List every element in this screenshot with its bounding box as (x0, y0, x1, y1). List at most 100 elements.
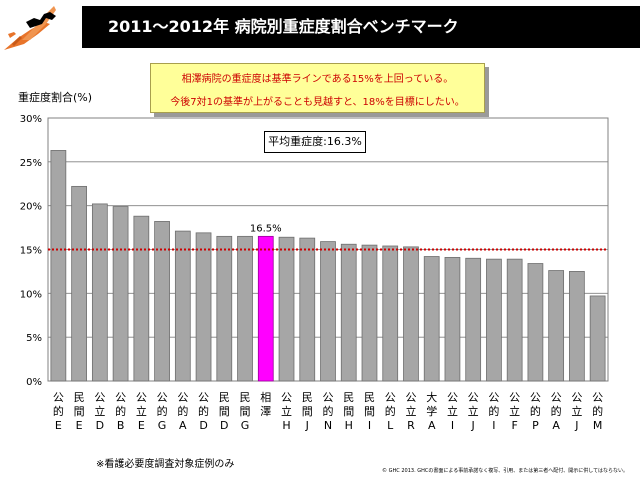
category-label: 的 (53, 404, 64, 418)
category-label: P (532, 419, 539, 432)
bar (71, 185, 87, 382)
category-label: 間 (74, 405, 85, 418)
header: 2011～2012年 病院別重症度割合ベンチマーク (0, 0, 640, 54)
category-label: G (241, 419, 250, 432)
category-label: B (117, 419, 125, 432)
bar (589, 295, 606, 382)
category-label: 的 (115, 404, 126, 418)
bar (278, 236, 295, 382)
bar (320, 241, 336, 382)
annotation-box: 相澤病院の重症度は基準ラインである15%を上回っている。 今後7対1の基準が上が… (150, 63, 485, 113)
bar (91, 203, 108, 382)
category-label: 公 (551, 391, 562, 404)
category-label: 立 (509, 404, 520, 418)
bar (423, 256, 440, 382)
category-label: A (179, 419, 187, 432)
bar (403, 246, 419, 382)
bar (527, 263, 544, 382)
category-label: E (138, 419, 145, 432)
category-label: M (593, 419, 603, 432)
y-tick-label: 20% (20, 202, 42, 213)
category-label: G (158, 419, 167, 432)
bar (569, 271, 585, 382)
category-label: D (96, 419, 104, 432)
category-label: 間 (240, 405, 251, 418)
category-label: 公 (136, 391, 147, 404)
category-label: 民 (302, 391, 313, 404)
category-label: 大 (426, 390, 437, 404)
category-label: 的 (177, 404, 188, 418)
category-label: J (574, 419, 578, 432)
page-title: 2011～2012年 病院別重症度割合ベンチマーク (108, 17, 459, 36)
category-label: D (199, 419, 207, 432)
category-label: 公 (323, 391, 334, 404)
category-label: 公 (571, 391, 582, 404)
category-label: 公 (94, 391, 105, 404)
category-label: H (345, 419, 353, 432)
category-label: 公 (198, 391, 209, 404)
copyright-notice: © GHC 2013. GHCの書面による事前承諾なく複写、引用、または第三者へ… (382, 468, 628, 474)
bar (216, 235, 233, 382)
category-label: 的 (551, 404, 562, 418)
category-label: 間 (219, 405, 230, 418)
title-bar: 2011～2012年 病院別重症度割合ベンチマーク (82, 6, 640, 48)
category-label: 立 (447, 404, 458, 418)
data-label: 16.5% (250, 223, 282, 234)
category-label: 的 (530, 404, 541, 418)
y-axis-label: 重症度割合(%) (18, 91, 93, 104)
category-label: 立 (468, 404, 479, 418)
y-tick-label: 25% (20, 158, 42, 169)
category-label: I (492, 419, 495, 432)
category-label: 間 (364, 405, 375, 418)
category-label: A (552, 419, 560, 432)
category-label: 公 (157, 391, 168, 404)
annotation-line-2: 今後7対1の基準が上がることも見越すと、18%を目標にしたい。 (170, 97, 465, 108)
y-tick-label: 5% (26, 333, 42, 344)
bar (50, 150, 67, 382)
category-label: 的 (157, 404, 168, 418)
category-label: 的 (385, 404, 396, 418)
category-label: 公 (53, 391, 64, 404)
category-label: D (220, 419, 228, 432)
category-label: 相 (260, 391, 271, 404)
category-label: 立 (405, 404, 416, 418)
category-label: 公 (488, 391, 499, 404)
category-label: E (76, 419, 83, 432)
y-tick-label: 10% (20, 289, 42, 300)
category-label: 公 (177, 391, 188, 404)
category-label: N (324, 419, 332, 432)
category-label: 公 (468, 391, 479, 404)
y-tick-label: 0% (26, 377, 42, 388)
bar (154, 221, 170, 382)
category-label: R (407, 419, 415, 432)
category-label: 的 (592, 404, 603, 418)
category-label: 公 (115, 391, 126, 404)
category-label: A (428, 419, 436, 432)
category-label: 間 (302, 405, 313, 418)
category-label: 民 (240, 391, 251, 404)
annotation-line-1: 相澤病院の重症度は基準ラインである15%を上回っている。 (181, 74, 454, 85)
bar (112, 206, 129, 382)
bar (133, 215, 150, 382)
highlight-bar (257, 235, 274, 382)
bar (382, 245, 399, 382)
category-label: 立 (571, 404, 582, 418)
category-label: H (282, 419, 290, 432)
bar (174, 230, 191, 382)
category-label: F (512, 419, 518, 432)
category-label: I (451, 419, 454, 432)
category-label: 公 (509, 391, 520, 404)
y-tick-label: 15% (20, 246, 42, 257)
category-label: 民 (364, 391, 375, 404)
bar (237, 235, 253, 382)
bar (506, 258, 523, 382)
category-label: 公 (447, 391, 458, 404)
bar (361, 244, 378, 382)
footnote: ※看護必要度調査対象症例のみ (96, 459, 235, 470)
category-label: 立 (136, 404, 147, 418)
y-tick-label: 30% (20, 114, 42, 125)
category-label: J (305, 419, 309, 432)
category-label: 澤 (260, 405, 271, 418)
category-label: 的 (198, 404, 209, 418)
category-label: 的 (323, 404, 334, 418)
